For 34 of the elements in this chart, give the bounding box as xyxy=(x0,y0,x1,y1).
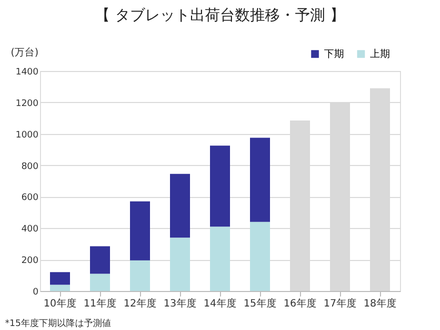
y-axis-title: (万台) xyxy=(10,46,39,58)
legend-label: 下期 xyxy=(324,48,344,60)
x-tick-label: 13年度 xyxy=(164,298,196,310)
x-tick-label: 17年度 xyxy=(324,298,356,310)
bar xyxy=(170,174,190,238)
text: *15年度下期以降は予測値 xyxy=(5,318,111,329)
y-tick-label: 400 xyxy=(21,224,39,235)
y-tick-label: 1400 xyxy=(16,68,39,78)
x-tick-label: 16年度 xyxy=(284,298,316,310)
x-tick-label: 14年度 xyxy=(204,298,236,310)
x-tick-label: 18年度 xyxy=(364,298,396,310)
bar xyxy=(130,260,150,291)
y-tick-label: 200 xyxy=(21,256,39,266)
x-tick-label: 12年度 xyxy=(124,298,156,310)
bar xyxy=(50,284,70,291)
bar xyxy=(210,146,230,227)
y-tick-label: 1200 xyxy=(16,98,39,109)
x-tick-label: 10年度 xyxy=(44,298,76,310)
y-tick-label: 0 xyxy=(32,288,39,298)
x-tick-label: 15年度 xyxy=(244,298,276,310)
y-tick-label: 800 xyxy=(21,162,39,172)
bar xyxy=(90,274,110,291)
y-tick-label: 600 xyxy=(21,193,39,204)
bar xyxy=(90,246,110,274)
legend-label: 上期 xyxy=(370,48,390,60)
bar xyxy=(250,222,270,291)
chart-title: 【 タブレット出荷台数推移・予測 】 xyxy=(95,6,345,24)
bar xyxy=(130,201,150,260)
bar xyxy=(210,226,230,291)
x-tick-label: 11年度 xyxy=(84,298,116,310)
y-tick-label: 1000 xyxy=(16,130,39,140)
bar xyxy=(170,238,190,291)
bar xyxy=(50,272,70,285)
bar xyxy=(250,138,270,222)
